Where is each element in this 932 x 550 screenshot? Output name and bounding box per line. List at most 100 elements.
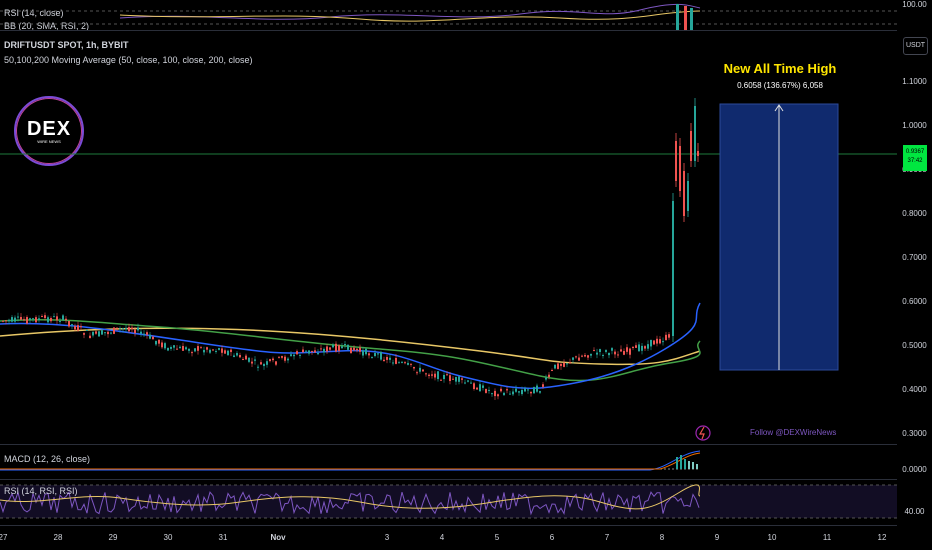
candle-body (314, 350, 316, 353)
candle-body (167, 347, 169, 351)
candle-body (320, 348, 322, 350)
candle-body (272, 358, 274, 361)
candle-body (128, 327, 130, 332)
price-tick: 1.0000 (902, 121, 927, 130)
logo-text: DEX (26, 117, 72, 140)
candle-body (74, 326, 76, 330)
time-tick: 7 (604, 533, 610, 542)
candle-body (50, 318, 52, 322)
candle-body (662, 341, 664, 343)
candle-body (215, 350, 217, 352)
candle-body (80, 326, 82, 328)
time-tick: 29 (108, 533, 118, 542)
candle-body (374, 353, 376, 357)
price-pane[interactable]: DRIFTUSDT SPOT, 1h, BYBIT 50,100,200 Mov… (0, 31, 897, 444)
candle-body (623, 351, 625, 355)
candle-body (239, 355, 241, 358)
candle-body (599, 349, 601, 352)
candle-body (650, 339, 652, 347)
time-tick: Nov (270, 533, 286, 542)
candle-body (554, 364, 556, 369)
candle-body (386, 357, 388, 360)
candle-body (212, 349, 214, 351)
candle-body (302, 349, 304, 353)
time-tick: 31 (218, 533, 228, 542)
candle-body (170, 347, 172, 349)
candle-body (440, 379, 442, 381)
pane-separator[interactable] (0, 444, 897, 445)
candle-body (149, 334, 151, 339)
candle-body (275, 361, 277, 365)
candle-body (473, 383, 475, 390)
candle-body (635, 345, 637, 348)
currency-button[interactable]: USDT (903, 37, 928, 55)
time-axis[interactable]: 27 28 29 30 31 Nov 3 4 5 6 7 8 9 10 11 1… (0, 526, 897, 550)
price-chart[interactable] (0, 31, 897, 444)
candle-body (569, 362, 571, 364)
candle-body (629, 348, 631, 355)
time-tick: 11 (822, 533, 832, 542)
ath-stats: 0.6058 (136.67%) 6,058 (737, 81, 823, 90)
price-tick: 0.6000 (902, 297, 927, 306)
candle-body (611, 348, 613, 351)
candle-body (566, 363, 568, 365)
candle-body (503, 392, 505, 396)
candle-body (32, 318, 34, 320)
candle-body (350, 347, 352, 354)
candle-body (143, 333, 145, 335)
price-axis[interactable]: USDT 1.1000 1.0000 0.9000 0.8000 0.7000 … (897, 31, 932, 444)
candle-body (614, 351, 616, 355)
candle-body (356, 348, 358, 351)
candle-body (488, 389, 490, 391)
candle-body (518, 391, 520, 393)
candle-body (644, 346, 646, 349)
candle-body (296, 351, 298, 355)
candle-body (506, 389, 508, 391)
ma-indicator-label: 50,100,200 Moving Average (50, close, 10… (4, 55, 253, 65)
ma50-line (0, 302, 701, 390)
rsi-plot (0, 484, 897, 519)
candle-body (581, 355, 583, 357)
candle-body (602, 354, 604, 356)
candle-body (341, 346, 343, 349)
candle-body (200, 347, 202, 349)
time-tick: 12 (877, 533, 887, 542)
candle-body (14, 317, 16, 322)
candle-body (56, 316, 58, 321)
candle-body (687, 181, 689, 211)
candle-body (467, 380, 469, 382)
candle-body (305, 350, 307, 352)
pane-separator[interactable] (0, 30, 897, 31)
candle-body (584, 355, 586, 357)
pane-separator[interactable] (0, 479, 897, 480)
candle-body (458, 376, 460, 382)
candle-body (155, 340, 157, 345)
price-tick: 0.7000 (902, 253, 927, 262)
candle-body (539, 391, 541, 393)
rsi-label: RSI (14, RSI, RSI) (4, 486, 78, 496)
candle-body (116, 327, 118, 329)
time-tick: 5 (494, 533, 500, 542)
candle-body (326, 346, 328, 352)
candle-body (407, 362, 409, 365)
candle-body (690, 131, 692, 161)
candle-body (317, 352, 319, 355)
candle-body (437, 371, 439, 380)
candle-body (299, 354, 301, 356)
candle-body (311, 350, 313, 352)
candle-body (323, 348, 325, 353)
candle-body (152, 336, 154, 340)
candle-body (233, 355, 235, 358)
candle-body (500, 388, 502, 392)
ma100-line (0, 318, 701, 382)
candle-body (482, 385, 484, 388)
candle-body (551, 370, 553, 372)
candle-body (44, 315, 46, 319)
candle-body (269, 359, 271, 362)
candle-body (266, 361, 268, 365)
candle-body (694, 106, 696, 161)
candle-body (251, 361, 253, 364)
candle-body (697, 151, 699, 156)
candle-body (362, 350, 364, 356)
candle-body (452, 378, 454, 380)
